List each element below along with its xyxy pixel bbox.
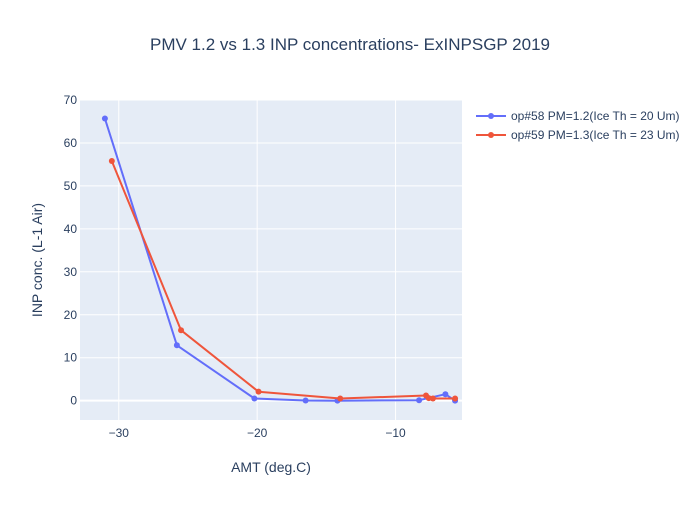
legend-marker-swatch xyxy=(488,132,494,138)
y-tick-label: 10 xyxy=(64,351,78,365)
legend[interactable]: op#58 PM=1.2(Ice Th = 20 Um) op#59 PM=1.3… xyxy=(476,109,680,142)
grid-layer xyxy=(80,99,462,420)
series-layer xyxy=(101,115,459,404)
legend-label: op#58 PM=1.2(Ice Th = 20 Um) xyxy=(511,109,680,123)
legend-item-2[interactable]: op#59 PM=1.3(Ice Th = 23 Um) xyxy=(476,128,680,142)
chart-title: PMV 1.2 vs 1.3 INP concentrations- ExINP… xyxy=(150,35,550,54)
data-point[interactable] xyxy=(101,115,108,122)
x-tick-label: −30 xyxy=(109,426,130,440)
y-tick-label: 20 xyxy=(64,308,78,322)
data-point[interactable] xyxy=(173,342,180,349)
data-point[interactable] xyxy=(452,395,459,402)
plot-area xyxy=(80,100,462,420)
legend-item-1[interactable]: op#58 PM=1.2(Ice Th = 20 Um) xyxy=(476,109,680,123)
data-point[interactable] xyxy=(337,395,344,402)
data-point[interactable] xyxy=(429,395,436,402)
x-axis-label: AMT (deg.C) xyxy=(231,459,311,475)
y-tick-label: 70 xyxy=(64,93,78,107)
data-point[interactable] xyxy=(442,391,449,398)
data-point[interactable] xyxy=(416,397,423,404)
series-2[interactable] xyxy=(108,157,459,402)
x-tick-label: −20 xyxy=(247,426,268,440)
y-axis-label: INP conc. (L-1 Air) xyxy=(29,203,45,317)
data-point[interactable] xyxy=(302,397,309,404)
data-point[interactable] xyxy=(251,395,258,402)
y-tick-label: 50 xyxy=(64,179,78,193)
legend-label: op#59 PM=1.3(Ice Th = 23 Um) xyxy=(511,128,680,142)
y-tick-label: 60 xyxy=(64,136,78,150)
y-tick-label: 0 xyxy=(70,394,77,408)
y-tick-label: 30 xyxy=(64,265,78,279)
legend-marker-swatch xyxy=(488,113,494,119)
series-1[interactable] xyxy=(101,115,459,404)
series-line[interactable] xyxy=(103,118,456,402)
data-point[interactable] xyxy=(255,388,262,395)
x-tick-label: −10 xyxy=(385,426,406,440)
y-tick-label: 40 xyxy=(64,222,78,236)
axis-layer: −30 −20 −10 0 10 20 30 40 50 60 70 xyxy=(64,93,406,440)
data-point[interactable] xyxy=(178,327,185,334)
data-point[interactable] xyxy=(108,157,115,164)
